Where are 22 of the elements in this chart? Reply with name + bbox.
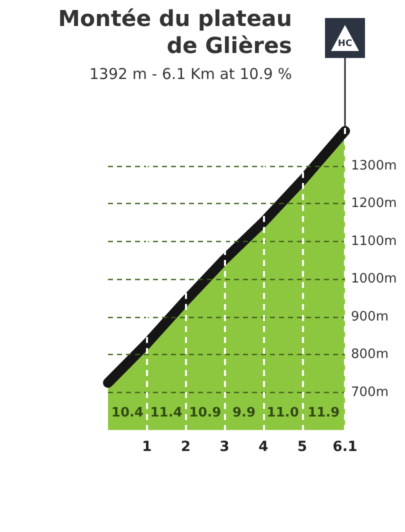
annotation: 11.9 <box>308 406 340 420</box>
annotation: 11.4 <box>150 406 182 420</box>
chart-title: Montée du plateau de Glières <box>57 6 292 60</box>
y-tick-label: 1200m <box>351 196 397 211</box>
x-tick-label: 6.1 <box>332 439 358 455</box>
y-tick-label: 1100m <box>351 234 397 249</box>
annotation: 11.0 <box>266 406 299 420</box>
annotation: 10.4 <box>111 406 144 420</box>
x-tick-label: 4 <box>258 439 269 455</box>
x-tick-label: 1 <box>142 439 152 455</box>
annotation: 10.9 <box>189 406 222 420</box>
y-tick-label: 800m <box>351 347 388 362</box>
chart-subtitle: 1392 m - 6.1 Km at 10.9 % <box>88 64 292 84</box>
x-tick-label: 3 <box>220 439 230 455</box>
y-tick-label: 1000m <box>351 272 397 286</box>
y-tick-label: 700m <box>351 384 388 400</box>
y-tick-label: 900m <box>351 309 388 324</box>
y-tick-label: 1300m <box>351 158 397 174</box>
annotation: 9.9 <box>232 406 256 420</box>
annotation: HC <box>336 39 354 49</box>
x-tick-label: 2 <box>180 439 191 455</box>
x-tick-label: 5 <box>297 439 308 455</box>
